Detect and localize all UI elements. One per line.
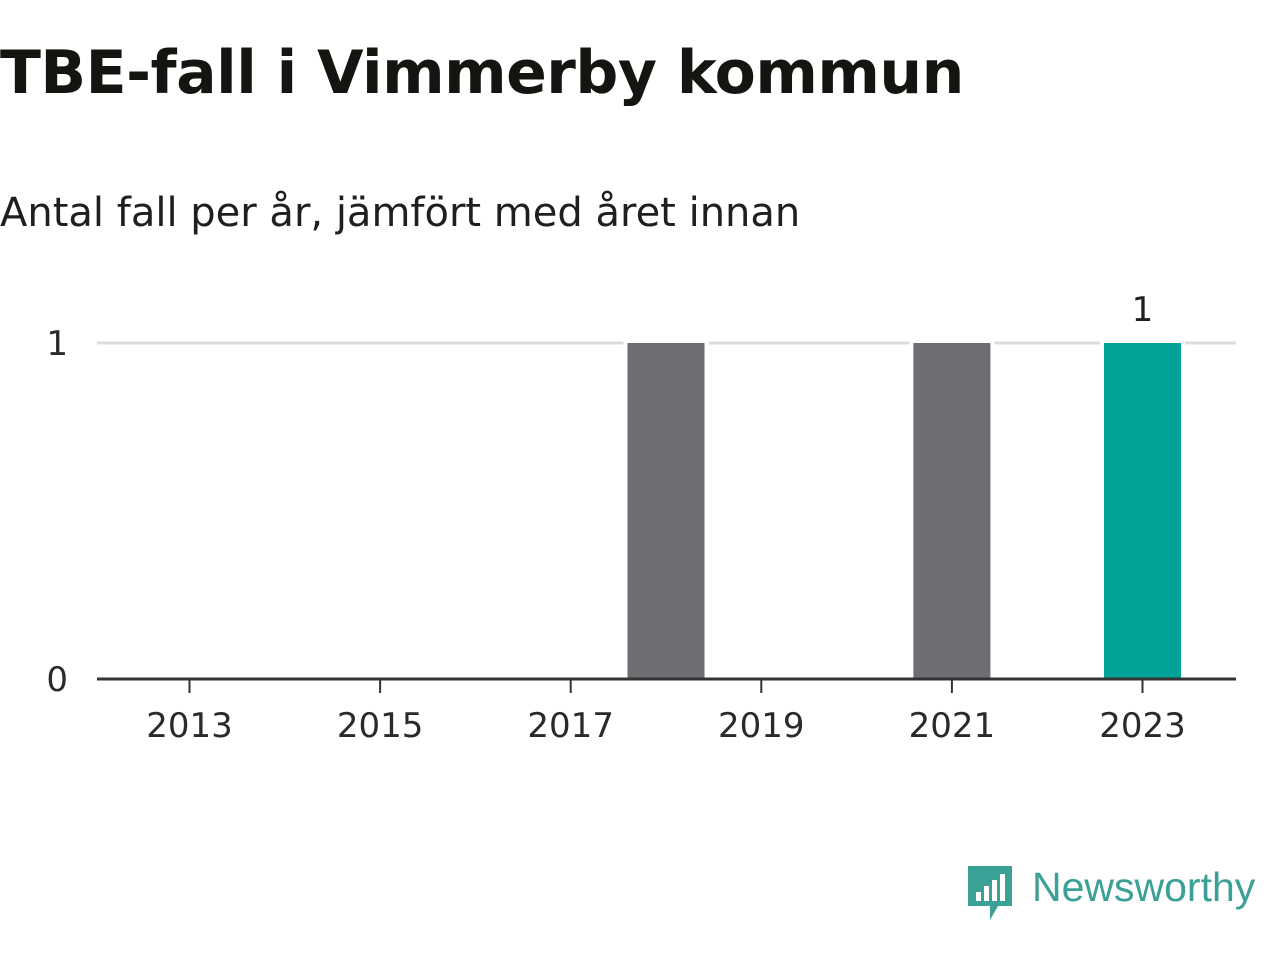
chart-speech-bubble-icon [968,866,1012,920]
y-tick-label: 0 [46,660,68,700]
x-tick-label: 2023 [1099,706,1186,746]
bar [627,343,705,679]
chart-subtitle: Antal fall per år, jämfört med året inna… [0,190,801,236]
x-tick-label: 2017 [527,706,614,746]
y-tick-label: 1 [46,324,68,364]
x-tick-label: 2013 [146,706,233,746]
bar-chart: 0 1 2013 2015 2017 2019 2021 2023 1 [46,290,1236,746]
brand-name: Newsworthy [1032,864,1256,910]
x-tick-label: 2015 [337,706,424,746]
x-tick-label: 2021 [909,706,996,746]
chart-title: TBE-fall i Vimmerby kommun [0,38,964,108]
data-label: 1 [1132,290,1154,330]
bar [1104,343,1181,679]
newsworthy-logo: Newsworthy [964,862,1255,926]
bar [913,343,991,679]
x-tick-label: 2019 [718,706,805,746]
